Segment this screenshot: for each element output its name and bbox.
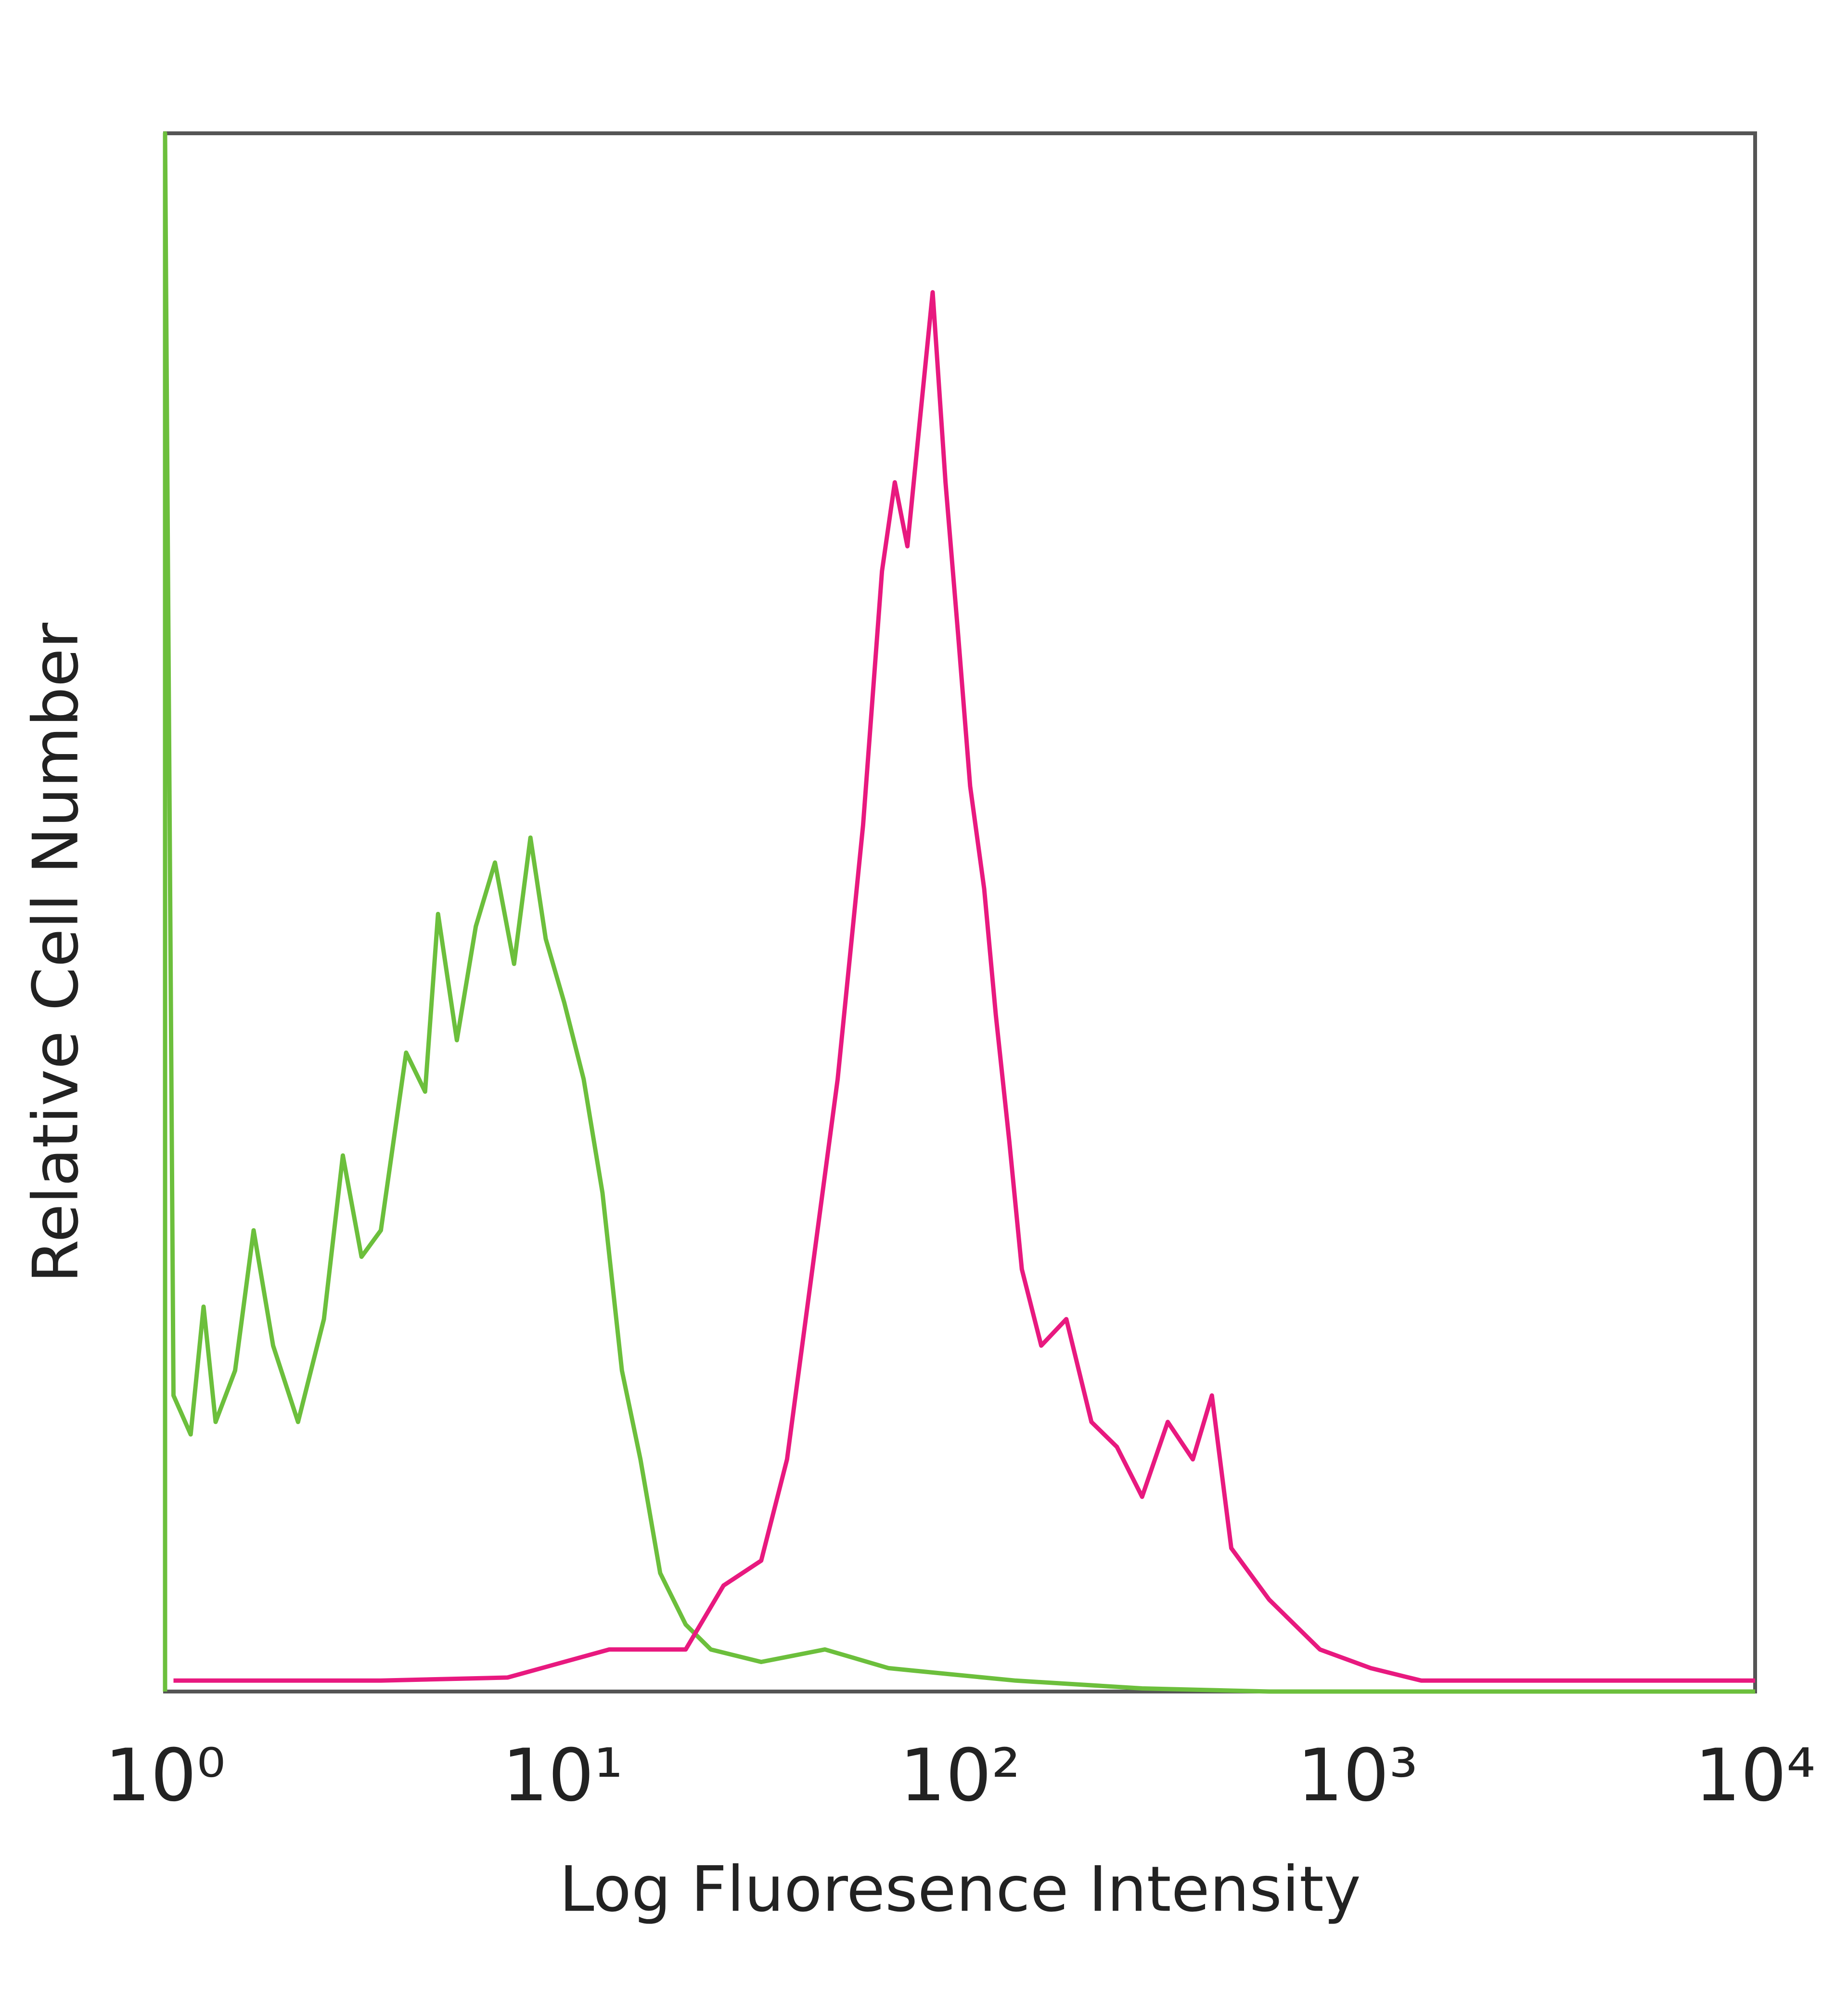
y-axis-label: Relative Cell Number [19, 622, 92, 1283]
x-axis-label: Log Fluoresence Intensity [559, 1853, 1361, 1926]
x-tick-label: 10³ [1297, 1734, 1418, 1818]
histogram-line [173, 290, 1755, 1683]
x-tick-label: 10² [899, 1734, 1020, 1818]
x-tick-label: 10⁴ [1694, 1734, 1815, 1818]
plot-frame [163, 131, 1757, 1693]
histogram-line [163, 131, 1755, 1694]
x-tick-label: 10⁰ [104, 1734, 225, 1818]
x-tick-label: 10¹ [502, 1734, 623, 1818]
